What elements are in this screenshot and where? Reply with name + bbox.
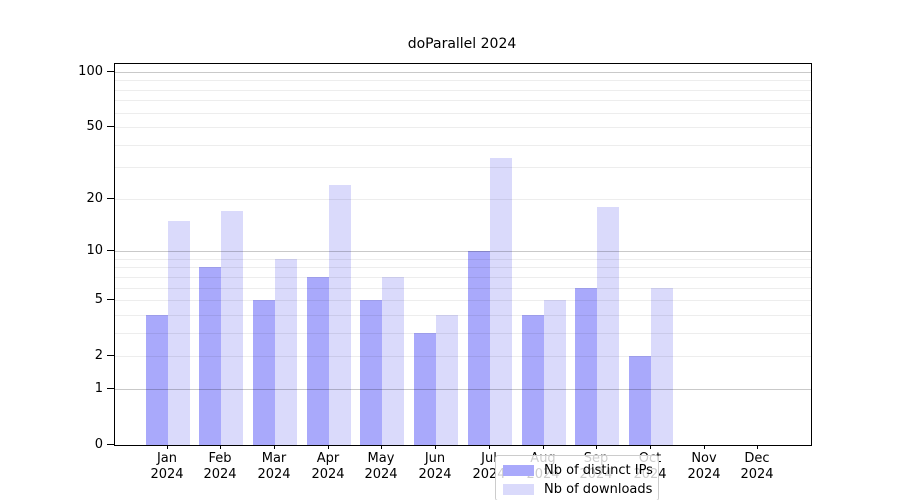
y-tick-label-1: 1	[94, 381, 103, 396]
x-tick-label-jan: Jan 2024	[135, 451, 199, 483]
x-tick-year: 2024	[418, 467, 452, 482]
y-tick-label-50: 50	[86, 119, 103, 134]
chart-title: doParallel 2024	[407, 36, 517, 52]
gridline-major-10	[115, 251, 811, 252]
bar-downloads-sep	[597, 207, 619, 445]
x-tick-dec	[757, 445, 758, 449]
x-tick-month: Jun	[424, 451, 446, 466]
x-tick-sep	[596, 445, 597, 449]
bar-downloads-jun	[436, 315, 458, 445]
x-tick-month: Apr	[316, 451, 340, 466]
gridline-minor-30	[115, 167, 811, 168]
legend-label-downloads: Nb of downloads	[544, 482, 653, 497]
y-tick-5	[107, 299, 114, 300]
x-tick-jun	[435, 445, 436, 449]
x-tick-month: Jan	[156, 451, 178, 466]
legend-item-distinct-ips: Nb of distinct IPs	[503, 461, 653, 480]
y-tick-label-5: 5	[94, 292, 103, 307]
x-tick-year: 2024	[150, 467, 184, 482]
bar-downloads-oct	[651, 288, 673, 445]
gridline-minor-50	[115, 127, 811, 128]
x-tick-month: Feb	[208, 451, 232, 466]
x-tick-jan	[167, 445, 168, 449]
bar-distinct-ips-mar	[253, 300, 275, 445]
x-tick-year: 2024	[311, 467, 345, 482]
plot-area: Nb of distinct IPs Nb of downloads	[114, 63, 812, 500]
y-tick-0	[107, 444, 114, 445]
bar-downloads-apr	[329, 185, 351, 445]
legend: Nb of distinct IPs Nb of downloads	[495, 455, 659, 500]
y-tick-label-20: 20	[86, 191, 103, 206]
x-tick-apr	[328, 445, 329, 449]
gridline-minor-40	[115, 145, 811, 146]
legend-item-downloads: Nb of downloads	[503, 480, 653, 499]
x-tick-month: Jul	[481, 451, 497, 466]
gridline-minor-80	[115, 90, 811, 91]
legend-swatch-distinct-ips	[503, 465, 534, 476]
bar-downloads-mar	[275, 259, 297, 445]
y-tick-label-10: 10	[86, 243, 103, 258]
legend-label-distinct-ips: Nb of distinct IPs	[544, 463, 653, 478]
x-tick-jul	[489, 445, 490, 449]
bar-downloads-feb	[221, 211, 243, 445]
y-tick-label-0: 0	[94, 437, 103, 452]
x-tick-month: Dec	[744, 451, 770, 466]
bar-distinct-ips-apr	[307, 277, 329, 445]
y-tick-100	[107, 71, 114, 72]
bar-downloads-jul	[490, 158, 512, 445]
x-tick-feb	[220, 445, 221, 449]
bar-downloads-aug	[544, 300, 566, 445]
y-tick-10	[107, 250, 114, 251]
gridline-major-100	[115, 72, 811, 73]
y-tick-50	[107, 126, 114, 127]
bar-distinct-ips-jul	[468, 251, 490, 445]
x-tick-nov	[704, 445, 705, 449]
legend-swatch-downloads	[503, 484, 534, 495]
x-tick-label-jun: Jun 2024	[403, 451, 467, 483]
bar-distinct-ips-sep	[575, 288, 597, 445]
y-tick-20	[107, 198, 114, 199]
x-tick-year: 2024	[203, 467, 237, 482]
x-tick-month: Mar	[261, 451, 287, 466]
gridline-minor-60	[115, 113, 811, 114]
x-tick-month: Nov	[691, 451, 717, 466]
gridline-minor-70	[115, 100, 811, 101]
bar-distinct-ips-aug	[522, 315, 544, 445]
bar-distinct-ips-may	[360, 300, 382, 445]
x-tick-may	[381, 445, 382, 449]
y-tick-label-100: 100	[78, 64, 103, 79]
x-tick-year: 2024	[687, 467, 721, 482]
gridline-minor-90	[115, 80, 811, 81]
gridline-minor-20	[115, 199, 811, 200]
bar-distinct-ips-feb	[199, 267, 221, 445]
x-tick-aug	[543, 445, 544, 449]
x-tick-year: 2024	[740, 467, 774, 482]
x-tick-year: 2024	[257, 467, 291, 482]
y-tick-1	[107, 388, 114, 389]
x-tick-label-apr: Apr 2024	[296, 451, 360, 483]
gridline-minor-9	[115, 259, 811, 260]
y-tick-2	[107, 355, 114, 356]
x-tick-label-nov: Nov 2024	[672, 451, 736, 483]
bar-distinct-ips-oct	[629, 356, 651, 445]
x-tick-oct	[650, 445, 651, 449]
y-tick-label-2: 2	[94, 348, 103, 363]
bar-downloads-may	[382, 277, 404, 445]
x-tick-year: 2024	[364, 467, 398, 482]
x-tick-label-may: May 2024	[349, 451, 413, 483]
x-tick-mar	[274, 445, 275, 449]
x-tick-label-mar: Mar 2024	[242, 451, 306, 483]
bar-downloads-jan	[168, 221, 190, 445]
x-tick-label-feb: Feb 2024	[188, 451, 252, 483]
bar-distinct-ips-jan	[146, 315, 168, 445]
x-tick-month: May	[367, 451, 395, 466]
x-tick-label-dec: Dec 2024	[725, 451, 789, 483]
bar-distinct-ips-jun	[414, 333, 436, 445]
